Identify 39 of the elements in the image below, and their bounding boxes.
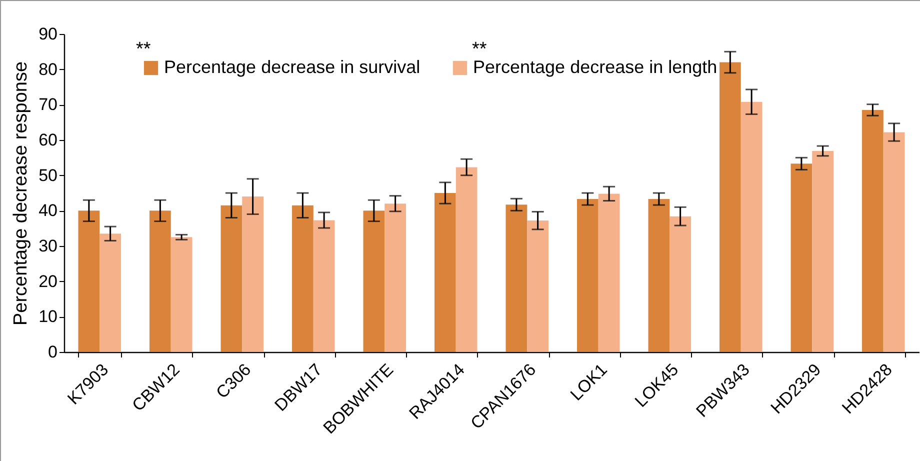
annotation: ** — [472, 39, 488, 60]
bar — [883, 132, 905, 352]
bar — [598, 194, 620, 352]
legend-label: Percentage decrease in length — [473, 57, 718, 77]
bar — [434, 193, 456, 352]
y-tick-label: 0 — [48, 342, 58, 362]
y-tick-label: 70 — [38, 95, 58, 114]
bar — [363, 210, 385, 352]
bar — [242, 196, 264, 352]
bar — [790, 164, 812, 352]
bar — [100, 234, 121, 352]
y-tick-label: 20 — [38, 272, 58, 291]
annotation: ** — [136, 39, 152, 60]
bar — [812, 150, 834, 352]
y-tick-label: 30 — [38, 236, 58, 256]
bar — [456, 167, 478, 352]
bar — [384, 204, 406, 352]
y-tick-label: 40 — [38, 201, 58, 220]
y-tick-label: 10 — [38, 307, 58, 326]
y-tick-label: 50 — [38, 166, 58, 185]
bar — [150, 210, 171, 352]
y-tick-label: 80 — [38, 60, 58, 79]
bar — [220, 205, 242, 352]
bar — [527, 220, 548, 352]
y-axis-title: Percentage decrease response — [10, 61, 32, 326]
bar — [170, 237, 192, 352]
y-tick-label: 60 — [38, 130, 58, 150]
bar — [292, 205, 314, 352]
bar — [862, 110, 884, 352]
bar — [313, 220, 335, 352]
bar — [648, 199, 670, 352]
bar — [506, 204, 528, 352]
bar — [720, 62, 741, 352]
bar — [670, 216, 691, 352]
bar — [740, 102, 762, 352]
bar — [577, 199, 598, 352]
legend-label: Percentage decrease in survival — [164, 57, 420, 77]
bar — [78, 210, 100, 352]
y-tick-label: 90 — [38, 24, 58, 44]
